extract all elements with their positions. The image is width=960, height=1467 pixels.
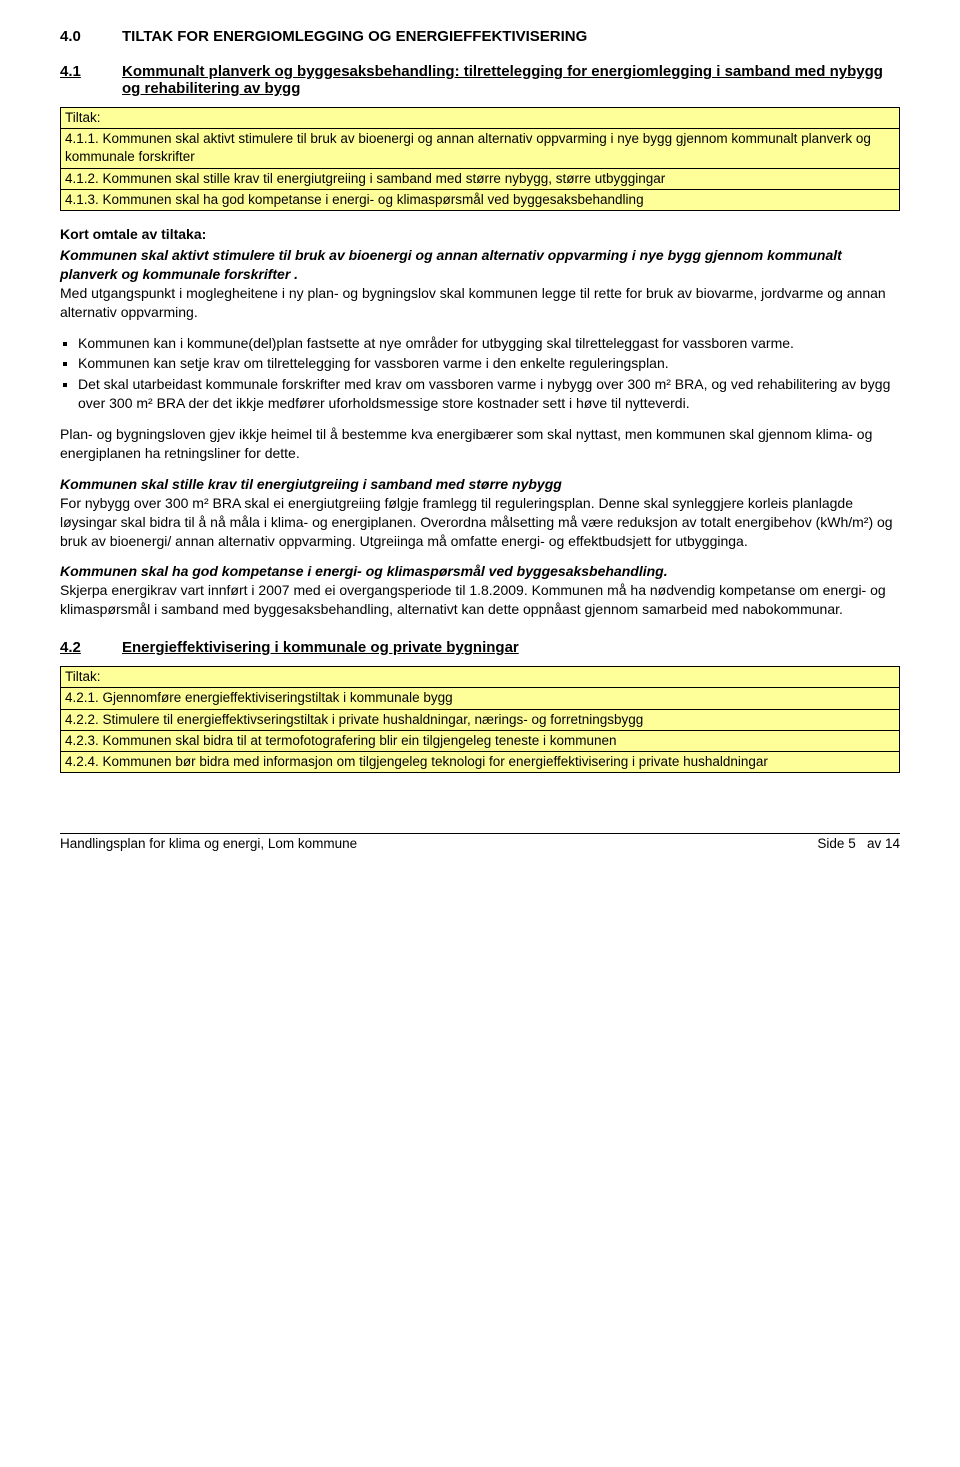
tiltak-4-1-1: 4.1.1. Kommunen skal aktivt stimulere ti… — [61, 129, 899, 168]
tiltak-box-4-1: Tiltak: 4.1.1. Kommunen skal aktivt stim… — [60, 107, 900, 211]
paragraph-1-lead: Kommunen skal aktivt stimulere til bruk … — [60, 247, 842, 282]
section-4-1-number: 4.1 — [60, 63, 122, 97]
tiltak-4-1-3: 4.1.3. Kommunen skal ha god kompetanse i… — [61, 190, 899, 210]
section-4-title: TILTAK FOR ENERGIOMLEGGING OG ENERGIEFFE… — [122, 28, 587, 45]
paragraph-4: Kommunen skal ha god kompetanse i energi… — [60, 562, 900, 619]
section-4-2-heading: 4.2 Energieffektivisering i kommunale og… — [60, 639, 900, 656]
tiltak-4-2-4: 4.2.4. Kommunen bør bidra med informasjo… — [61, 752, 899, 772]
paragraph-3-body: For nybygg over 300 m² BRA skal ei energ… — [60, 495, 893, 549]
page: 4.0 TILTAK FOR ENERGIOMLEGGING OG ENERGI… — [0, 0, 960, 871]
paragraph-2: Plan- og bygningsloven gjev ikkje heimel… — [60, 425, 900, 463]
kort-omtale-label: Kort omtale av tiltaka: — [60, 225, 900, 244]
tiltak-box-4-1-title: Tiltak: — [61, 108, 899, 129]
tiltak-box-4-2-title: Tiltak: — [61, 667, 899, 688]
paragraph-1-body: Med utgangspunkt i moglegheitene i ny pl… — [60, 285, 886, 320]
section-4-1-heading: 4.1 Kommunalt planverk og byggesaksbehan… — [60, 63, 900, 97]
footer-right: Side 5 av 14 — [817, 836, 900, 851]
tiltak-box-4-2: Tiltak: 4.2.1. Gjennomføre energieffekti… — [60, 666, 900, 773]
tiltak-4-1-2: 4.1.2. Kommunen skal stille krav til ene… — [61, 169, 899, 190]
section-4-heading: 4.0 TILTAK FOR ENERGIOMLEGGING OG ENERGI… — [60, 28, 900, 45]
bullet-1: Kommunen kan i kommune(del)plan fastsett… — [78, 334, 900, 353]
section-4-number: 4.0 — [60, 28, 122, 45]
footer-page-total: av 14 — [867, 836, 900, 851]
section-4-2-number: 4.2 — [60, 639, 122, 656]
bullet-2: Kommunen kan setje krav om tilretteleggi… — [78, 354, 900, 373]
paragraph-4-body: Skjerpa energikrav vart innført i 2007 m… — [60, 582, 886, 617]
tiltak-4-2-2: 4.2.2. Stimulere til energieffektivserin… — [61, 710, 899, 731]
section-4-1-title: Kommunalt planverk og byggesaksbehandlin… — [122, 63, 900, 97]
paragraph-1: Kommunen skal aktivt stimulere til bruk … — [60, 246, 900, 322]
paragraph-3: Kommunen skal stille krav til energiutgr… — [60, 475, 900, 551]
paragraph-4-lead: Kommunen skal ha god kompetanse i energi… — [60, 563, 668, 579]
footer-left: Handlingsplan for klima og energi, Lom k… — [60, 836, 357, 851]
bullet-3: Det skal utarbeidast kommunale forskrift… — [78, 375, 900, 413]
section-4-2-title: Energieffektivisering i kommunale og pri… — [122, 639, 519, 656]
tiltak-4-2-1: 4.2.1. Gjennomføre energieffektivisering… — [61, 688, 899, 709]
footer-page-current: Side 5 — [817, 836, 855, 851]
page-footer: Handlingsplan for klima og energi, Lom k… — [60, 833, 900, 851]
tiltak-4-2-3: 4.2.3. Kommunen skal bidra til at termof… — [61, 731, 899, 752]
bullet-list: Kommunen kan i kommune(del)plan fastsett… — [60, 334, 900, 414]
paragraph-3-lead: Kommunen skal stille krav til energiutgr… — [60, 476, 562, 492]
